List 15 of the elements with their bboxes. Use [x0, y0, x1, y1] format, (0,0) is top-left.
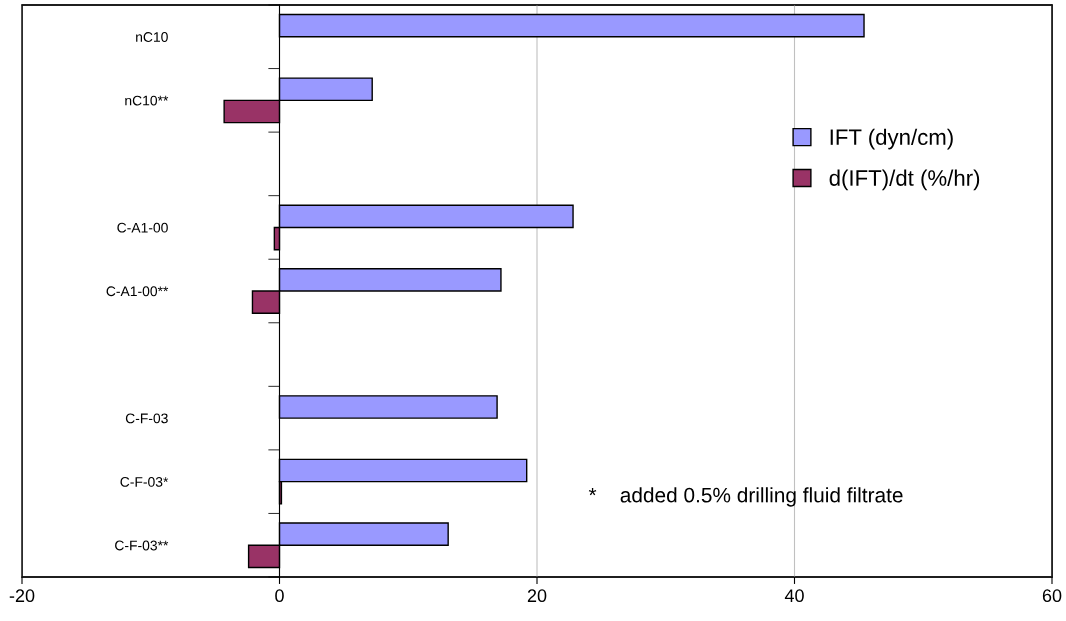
y-tick-label: C-F-03 — [125, 413, 168, 424]
x-tick-label: 40 — [784, 589, 804, 603]
legend-label: IFT (dyn/cm) — [830, 128, 953, 150]
x-tick-label: -20 — [9, 589, 35, 603]
x-tick-label: 20 — [527, 589, 547, 603]
y-tick-label: nC10 — [136, 32, 168, 42]
y-tick-label: C-F-03* — [120, 477, 169, 487]
y-tick-label: nC10** — [125, 95, 169, 106]
annotation: * added 0.5% drilling fluid filtrate — [588, 487, 903, 507]
x-tick-label: 60 — [1042, 589, 1062, 603]
y-tick-label: C-A1-00 — [117, 222, 168, 233]
x-tick-label: 0 — [275, 589, 284, 603]
legend-label: d(IFT)/dt (%/hr) — [829, 169, 980, 191]
y-tick-label: C-F-03** — [115, 540, 169, 551]
y-tick-label: C-A1-00** — [106, 286, 169, 297]
